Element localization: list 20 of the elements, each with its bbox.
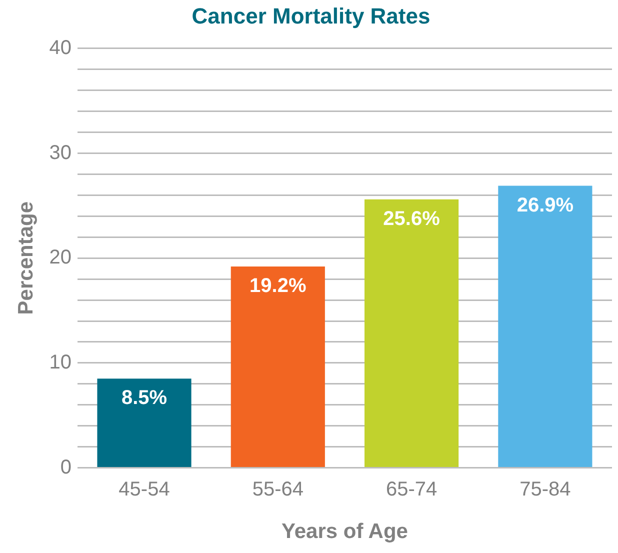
- y-axis-title: Percentage: [14, 201, 38, 315]
- y-tick-label: 30: [49, 142, 72, 164]
- x-tick-label: 45-54: [118, 478, 170, 500]
- x-tick-label: 75-84: [520, 478, 571, 500]
- bar: [230, 266, 325, 468]
- y-tick-label: 20: [49, 246, 72, 269]
- x-tick-label: 65-74: [386, 478, 438, 500]
- bar: [498, 186, 592, 468]
- x-tick-label: 55-64: [252, 478, 304, 500]
- data-label: 19.2%: [250, 275, 306, 298]
- y-tick-label: 0: [60, 456, 72, 478]
- bar: [97, 378, 192, 468]
- y-tick-label: 10: [49, 351, 72, 374]
- data-label: 25.6%: [383, 208, 440, 230]
- x-axis-title: Years of Age: [281, 520, 408, 544]
- chart-title: Cancer Mortality Rates: [192, 3, 430, 28]
- data-label: 8.5%: [121, 387, 168, 410]
- data-label: 26.9%: [516, 194, 574, 216]
- bar: [364, 199, 459, 468]
- y-tick-label: 40: [49, 36, 72, 59]
